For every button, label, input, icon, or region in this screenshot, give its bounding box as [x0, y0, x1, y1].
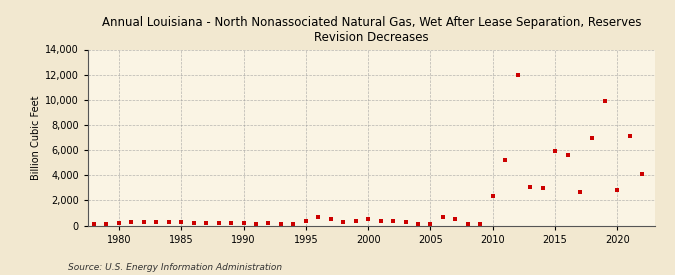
Y-axis label: Billion Cubic Feet: Billion Cubic Feet: [30, 95, 40, 180]
Text: Source: U.S. Energy Information Administration: Source: U.S. Energy Information Administ…: [68, 263, 281, 272]
Title: Annual Louisiana - North Nonassociated Natural Gas, Wet After Lease Separation, : Annual Louisiana - North Nonassociated N…: [101, 16, 641, 44]
